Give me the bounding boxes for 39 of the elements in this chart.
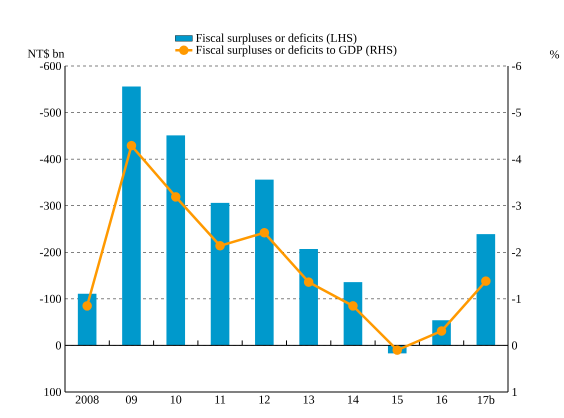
y-tick-label: -200 <box>40 248 62 256</box>
x-tick-label: 16 <box>436 396 448 404</box>
point <box>126 140 136 150</box>
y-axis-title: NT$ bn <box>28 48 64 58</box>
y2-tick-label: 1 <box>512 388 517 396</box>
x-tick-label: 09 <box>126 396 137 404</box>
y-tick-label: 0 <box>56 341 62 350</box>
point <box>348 301 358 311</box>
x-tick-label: 2008 <box>76 396 99 404</box>
legend-label: Fiscal surpluses or deficits to GDP (RHS) <box>196 45 396 56</box>
x-tick-label: 12 <box>259 396 270 404</box>
point <box>260 228 270 238</box>
y-tick-label: -100 <box>40 294 62 303</box>
y2-tick-label: -6 <box>512 62 522 70</box>
point <box>392 345 402 355</box>
y-tick-label: 100 <box>44 388 62 396</box>
point <box>481 276 491 286</box>
point <box>215 241 225 251</box>
point <box>82 301 92 311</box>
y2-tick-label: 0 <box>512 341 518 350</box>
x-tick-label: 10 <box>170 396 182 404</box>
y2-axis-title: % <box>550 50 560 58</box>
y-tick-label: -300 <box>40 202 62 210</box>
y2-tick-label: -5 <box>512 108 522 117</box>
point <box>171 192 181 202</box>
y2-tick-label: -3 <box>512 202 522 210</box>
x-tick-label: 13 <box>304 396 314 404</box>
x-tick-label: 17b <box>478 396 494 404</box>
y-tick-label: -600 <box>40 62 62 70</box>
x-tick-label: 11 <box>215 396 226 404</box>
y-tick-label: -400 <box>40 155 62 164</box>
point <box>304 277 314 287</box>
y-tick-label: -500 <box>40 108 62 117</box>
y2-tick-label: -2 <box>512 248 521 256</box>
y2-tick-label: -1 <box>512 294 521 303</box>
y2-tick-label: -4 <box>512 155 522 164</box>
x-tick-label: 15 <box>392 396 403 404</box>
legend-label: Fiscal surpluses or deficits (LHS) <box>196 33 356 44</box>
x-tick-label: 14 <box>348 396 359 404</box>
